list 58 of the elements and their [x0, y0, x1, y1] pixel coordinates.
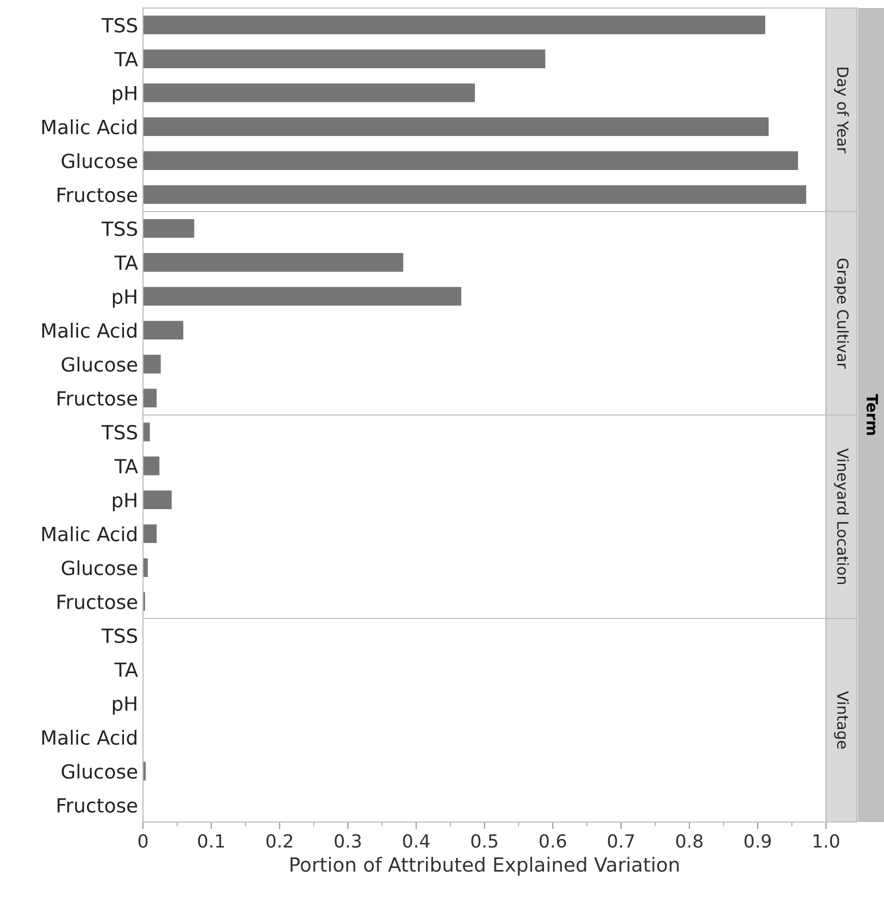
y2-axis-title: Vineyard Location [834, 448, 849, 584]
bar [143, 219, 194, 238]
y-tick-label: Glucose [62, 764, 138, 779]
y-tick-label: pH [112, 86, 136, 104]
y2-axis-title: Vintage [834, 691, 849, 749]
bar [143, 422, 150, 442]
y-tick-label: pH [112, 290, 136, 308]
bar [143, 117, 769, 136]
x-tick-label: 0.2 [266, 834, 292, 848]
y-tick-label: Malic Acid [42, 730, 136, 745]
y-tick-label: TA [114, 52, 138, 66]
bar [143, 320, 184, 340]
y-tick-label: TSS [102, 18, 138, 33]
y-tick-label: Glucose [62, 356, 138, 372]
x-tick-label: 0.3 [334, 834, 361, 848]
y-tick-label: Glucose [62, 153, 138, 168]
y-tick-label: Fructose [58, 798, 138, 813]
bar [143, 50, 546, 68]
bar [143, 185, 806, 204]
bar [143, 354, 161, 374]
bar [143, 16, 766, 34]
bar [143, 490, 172, 510]
x-tick-label: 1.0 [814, 834, 840, 848]
y-tick-label: TA [114, 459, 138, 474]
y-tick-label: TSS [102, 424, 138, 440]
x-tick-label: 0.5 [471, 834, 498, 848]
x-tick-label: 0.1 [198, 834, 224, 848]
y-tick-label: TSS [102, 221, 138, 236]
y-tick-label: TSS [102, 628, 138, 644]
bar [143, 388, 157, 408]
y-tick-label: pH [112, 696, 136, 715]
y-tick-label: Fructose [58, 391, 138, 406]
bar [143, 456, 160, 476]
x-tick-label: 0 [138, 834, 148, 848]
x-axis-title: Portion of Attributed Explained Variation [290, 856, 679, 876]
y-tick-label: TA [114, 256, 138, 270]
y-tick-label: Malic Acid [42, 119, 136, 134]
y2-axis-title: Day of Year [834, 68, 849, 154]
x-tick-label: 0.6 [540, 834, 566, 848]
y-tick-label: Malic Acid [42, 526, 136, 542]
y-tick-label: Malic Acid [42, 322, 136, 338]
bar [143, 83, 475, 102]
bar [143, 286, 462, 306]
y-tick-label: pH [112, 493, 136, 512]
x-tick-label: 0.4 [403, 834, 430, 848]
bar [143, 253, 404, 272]
y-tick-label: Fructose [58, 594, 138, 610]
y-tick-label: TA [114, 662, 138, 677]
x-tick-label: 0.9 [744, 834, 771, 848]
y2-axis-title: Grape Cultivar [834, 258, 849, 369]
x-tick-label: 0.7 [608, 834, 634, 848]
bar [143, 558, 148, 577]
x-tick-label: 0.8 [676, 834, 703, 848]
bar [143, 151, 798, 170]
y-tick-label: Fructose [58, 188, 138, 202]
bar [143, 524, 157, 544]
text: Term [866, 394, 878, 435]
y-tick-label: Glucose [62, 560, 138, 576]
